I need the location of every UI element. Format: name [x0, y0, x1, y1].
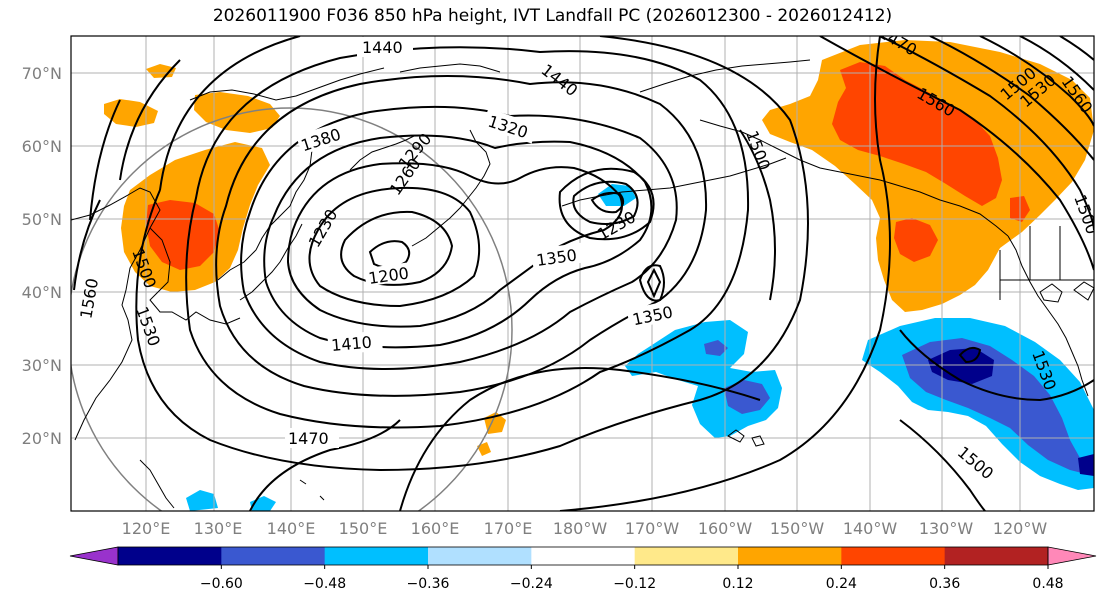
- lon-label: 150°W: [770, 519, 825, 538]
- colorbar-tick-label: 0.24: [826, 576, 857, 592]
- coastlines: [71, 59, 1094, 509]
- colorbar-tick-label: −0.48: [303, 576, 346, 592]
- shade-lightblue-south: [186, 490, 218, 511]
- lat-label: 40°N: [22, 283, 62, 302]
- colorbar-segment: [944, 547, 1049, 565]
- ivt-shading: [104, 40, 1094, 511]
- lon-label: 150°E: [339, 519, 388, 538]
- lat-label: 50°N: [22, 210, 62, 229]
- colorbar-tick-label: −0.36: [407, 576, 450, 592]
- colorbar-segment: [324, 547, 429, 565]
- contour-label: 1410: [330, 332, 372, 354]
- lon-label: 120°W: [993, 519, 1048, 538]
- colorbar-segment: [738, 547, 842, 565]
- lon-label: 180°W: [553, 519, 608, 538]
- chart-title: 2026011900 F036 850 hPa height, IVT Land…: [212, 6, 893, 26]
- shade-red-coast: [894, 218, 938, 262]
- lat-label: 60°N: [22, 137, 62, 156]
- shade-orange-hawaii-2: [477, 442, 491, 456]
- colorbar-segment: [118, 547, 222, 565]
- range-circle: [71, 107, 513, 511]
- longitude-labels: 120°E 130°E 140°E 150°E 160°E 170°E 180°…: [122, 519, 1048, 538]
- lon-label: 140°E: [267, 519, 316, 538]
- colorbar: −0.60 −0.48 −0.36 −0.24 −0.12 0.12 0.24 0.36 0.4…: [69, 546, 1097, 592]
- contour-label: 1470: [288, 429, 329, 448]
- colorbar-tick-label: −0.12: [613, 576, 656, 592]
- lat-label: 70°N: [22, 64, 62, 83]
- map-frame: [70, 35, 1095, 512]
- lon-label: 140°W: [843, 519, 898, 538]
- lon-label: 130°E: [194, 519, 243, 538]
- colorbar-segment: [531, 547, 636, 565]
- colorbar-segment: [634, 547, 739, 565]
- colorbar-tick-label: −0.60: [200, 576, 243, 592]
- colorbar-segment: [841, 547, 946, 565]
- lat-label: 20°N: [22, 429, 62, 448]
- lon-label: 160°E: [411, 519, 460, 538]
- colorbar-segment: [221, 547, 326, 565]
- colorbar-extend-low: [69, 546, 119, 566]
- colorbar-outline: [117, 546, 1049, 566]
- lon-label: 160°W: [698, 519, 753, 538]
- lon-label: 170°E: [484, 519, 533, 538]
- colorbar-tick-label: −0.24: [510, 576, 553, 592]
- shade-navy-east-2: [1078, 454, 1094, 476]
- shade-lightblue-aleutian: [598, 184, 636, 206]
- colorbar-extend-high: [1047, 546, 1097, 566]
- shade-red-asia: [146, 200, 220, 270]
- colorbar-tick-label: 0.36: [929, 576, 960, 592]
- colorbar-tick-label: 0.12: [722, 576, 753, 592]
- contour-label: 1440: [362, 38, 403, 57]
- colorbar-tick-label: 0.48: [1032, 576, 1063, 592]
- shade-midblue-central: [724, 380, 770, 414]
- latitude-labels: 70°N 60°N 50°N 40°N 30°N 20°N: [22, 64, 62, 448]
- shade-midblue-central-2: [704, 340, 728, 356]
- lon-label: 120°E: [122, 519, 171, 538]
- height-contours: [73, 36, 1094, 511]
- lat-label: 30°N: [22, 356, 62, 375]
- lon-label: 130°W: [919, 519, 974, 538]
- lon-label: 170°W: [625, 519, 680, 538]
- shade-orange-asia-top: [146, 64, 176, 78]
- colorbar-segment: [428, 547, 532, 565]
